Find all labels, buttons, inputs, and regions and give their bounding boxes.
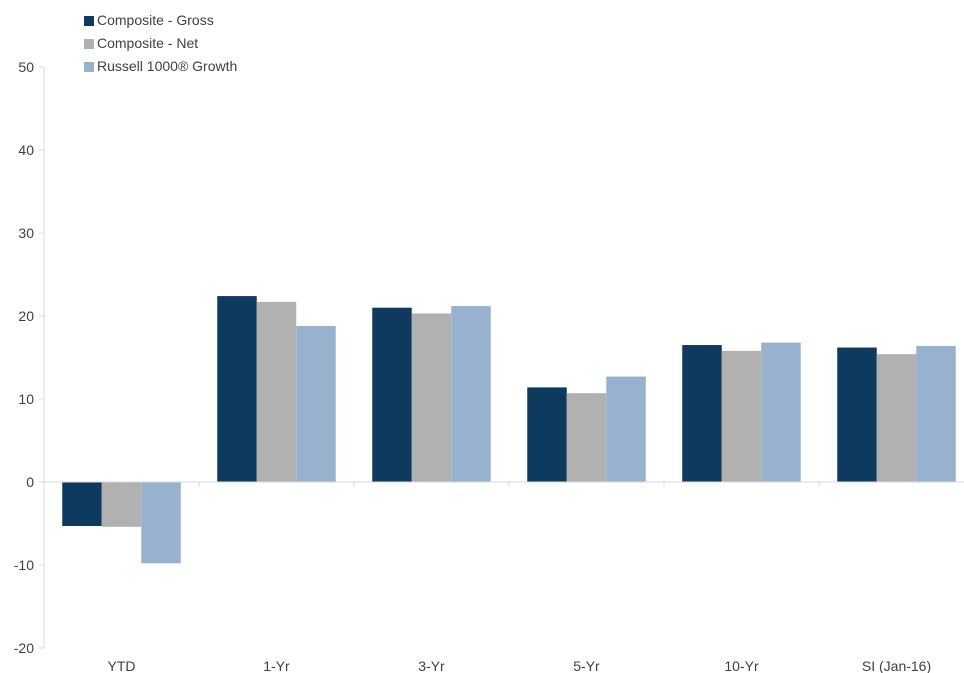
bar (62, 482, 102, 526)
legend-label-russell-1000-growth: Russell 1000® Growth (97, 58, 238, 74)
bar (761, 342, 801, 482)
x-axis-category-label: 5-Yr (573, 658, 600, 673)
y-axis-tick-label: 50 (18, 59, 34, 75)
bar (256, 301, 297, 482)
bar (141, 482, 181, 564)
bar (411, 313, 452, 482)
bar (451, 306, 491, 482)
bar (101, 482, 142, 527)
bar (876, 354, 917, 482)
x-axis-category-label: YTD (108, 658, 136, 673)
x-axis-category-label: 10-Yr (724, 658, 759, 673)
bar (916, 345, 956, 482)
bar (372, 307, 412, 482)
y-axis-tick-label: 20 (18, 308, 34, 324)
legend-label-composite-gross: Composite - Gross (97, 12, 214, 28)
bar (837, 347, 877, 482)
bar (606, 376, 646, 482)
bar (682, 345, 722, 482)
legend-swatch-composite-gross (84, 15, 94, 26)
legend-item-composite-net: Composite - Net (84, 32, 237, 55)
y-axis-tick-label: 10 (18, 391, 34, 407)
bar (527, 387, 567, 482)
y-axis-tick-label: 0 (26, 474, 34, 490)
y-axis-tick-label: -10 (14, 557, 34, 573)
x-axis-category-label: SI (Jan-16) (862, 658, 931, 673)
legend-item-russell-1000-growth: Russell 1000® Growth (84, 55, 237, 78)
bar (296, 325, 336, 482)
y-axis-tick-label: 40 (18, 142, 34, 158)
legend-swatch-russell-1000-growth (84, 61, 94, 72)
legend-label-composite-net: Composite - Net (97, 35, 199, 51)
legend: Composite - Gross Composite - Net Russel… (84, 9, 237, 78)
bar (721, 350, 762, 482)
legend-item-composite-gross: Composite - Gross (84, 9, 237, 32)
x-axis-category-label: 3-Yr (418, 658, 445, 673)
y-axis-tick-label: -20 (14, 640, 34, 656)
bar (566, 393, 607, 482)
bar (217, 296, 257, 482)
y-axis-tick-label: 30 (18, 225, 34, 241)
legend-swatch-composite-net (84, 38, 94, 49)
x-axis-category-label: 1-Yr (263, 658, 290, 673)
